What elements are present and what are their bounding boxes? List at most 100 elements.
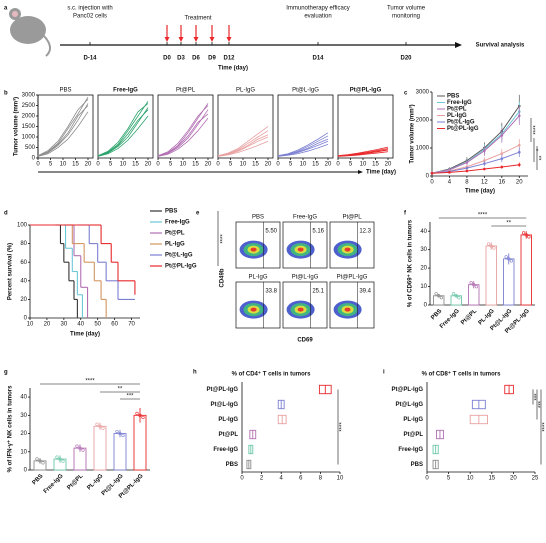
day-label: D14 xyxy=(312,56,324,62)
subplot-title: Pt@PL-IgG xyxy=(350,88,382,94)
legend-label: PBS xyxy=(165,209,177,215)
x-tick-label: 20 xyxy=(510,476,517,482)
y-tick-label: Pt@L-IgG xyxy=(395,402,423,408)
x-tick-label: 15 xyxy=(132,162,139,168)
significance: **** xyxy=(543,422,546,432)
arrow-head xyxy=(193,37,199,42)
series-line xyxy=(431,105,520,174)
y-tick-label: Free-IgG xyxy=(213,447,238,453)
x-tick-label: 25 xyxy=(532,476,539,482)
significance: *** xyxy=(539,400,545,408)
growth-line xyxy=(157,113,209,157)
day-label: D9 xyxy=(208,56,216,62)
y-axis-title: % of IFN-γ⁺ NK cells in tumors xyxy=(7,385,14,473)
y-tick-label: PBS xyxy=(226,462,238,468)
point xyxy=(448,171,451,174)
significance: **** xyxy=(340,422,346,432)
y-tick-label: 2000 xyxy=(22,114,36,120)
point xyxy=(500,157,504,160)
panel-letter: e xyxy=(196,211,200,217)
y-tick-label: 0 xyxy=(426,174,430,180)
x-tick-label: Free-IgG xyxy=(439,308,461,330)
y-tick-label: 20 xyxy=(20,431,27,437)
significance: * xyxy=(537,148,543,151)
replicate-dot xyxy=(474,285,478,289)
replicate-dot xyxy=(41,461,45,465)
growth-line xyxy=(337,149,389,157)
y-tick-label: 500 xyxy=(25,145,36,151)
growth-line xyxy=(37,111,89,157)
subplot-frame xyxy=(37,94,94,159)
arrow-head xyxy=(164,37,170,42)
chart-title: % of CD8⁺ T cells in tumors xyxy=(422,371,502,378)
y-tick-label: 40 xyxy=(20,395,27,401)
replicate-dot xyxy=(504,255,508,259)
subplot-frame xyxy=(217,94,274,159)
y-tick-label: 10 xyxy=(420,284,427,290)
x-tick-label: 15 xyxy=(312,162,319,168)
significance: *** xyxy=(126,394,134,400)
bar xyxy=(93,425,107,471)
y-tick-label: 1500 xyxy=(22,124,36,130)
x-tick-label: Free-IgG xyxy=(43,473,65,495)
density-contour xyxy=(297,307,304,312)
x-tick-label: 10 xyxy=(180,162,187,168)
point xyxy=(465,166,469,170)
replicate-dot xyxy=(75,444,79,448)
replicate-dot xyxy=(81,448,85,452)
x-axis-title: Time (day) xyxy=(70,332,100,338)
y-tick-label: Pt@PL-IgG xyxy=(206,387,238,393)
x-tick-label: 10 xyxy=(360,162,367,168)
replicate-dot xyxy=(58,457,62,461)
x-tick-label: PL-IgG xyxy=(86,473,104,491)
significance: **** xyxy=(85,379,95,385)
legend-label: PBS xyxy=(447,94,459,100)
day-label: D20 xyxy=(400,56,412,62)
replicate-dot xyxy=(121,433,125,438)
growth-line xyxy=(217,126,269,157)
x-tick-label: 5 xyxy=(289,162,293,168)
subplot-title: PBS xyxy=(59,88,71,94)
replicate-dot xyxy=(452,292,456,296)
subplot-title: PL-IgG xyxy=(236,88,255,94)
x-tick-label: Pt@PL xyxy=(66,473,84,491)
legend-label: Pt@L-IgG xyxy=(165,253,193,259)
y-tick-label: 0 xyxy=(24,316,28,322)
replicate-dot xyxy=(492,246,496,250)
replicate-dot xyxy=(55,455,59,459)
growth-line xyxy=(217,130,269,157)
plot-title: PBS xyxy=(252,215,264,221)
growth-line xyxy=(37,103,89,157)
legend-label: Pt@L-IgG xyxy=(447,120,475,126)
significance: **** xyxy=(221,234,227,244)
arrow-head xyxy=(358,170,363,174)
plot-title: Free-IgG xyxy=(293,215,317,221)
x-tick-label: 10 xyxy=(337,476,344,482)
series-line xyxy=(431,151,520,174)
x-tick-label: 20 xyxy=(325,162,332,168)
replicate-dot xyxy=(35,457,39,461)
replicate-dot xyxy=(509,259,513,263)
panel-letter: d xyxy=(4,211,8,217)
arrow-head xyxy=(178,37,184,42)
growth-line xyxy=(97,103,149,157)
growth-line xyxy=(157,117,209,157)
x-tick-label: 10 xyxy=(27,322,34,328)
arrow-head xyxy=(226,37,232,42)
legend-label: PL-IgG xyxy=(447,113,467,119)
panel-letter: i xyxy=(383,370,385,376)
y-tick-label: 20 xyxy=(420,266,427,272)
growth-line xyxy=(97,109,149,157)
subplot-frame xyxy=(157,94,214,159)
series-line xyxy=(431,164,520,174)
bar xyxy=(113,433,127,471)
plot-title: Pt@PL-IgG xyxy=(337,275,368,281)
growth-line xyxy=(37,96,89,157)
x-tick-label: 0 xyxy=(240,476,244,482)
y-tick-label: Pt@PL xyxy=(403,432,423,438)
mouse-icon xyxy=(9,8,51,57)
y-tick-label: 10 xyxy=(20,449,27,455)
x-tick-label: 20 xyxy=(85,162,92,168)
x-axis-title: CD69 xyxy=(297,338,313,344)
x-tick-label: 30 xyxy=(61,322,68,328)
